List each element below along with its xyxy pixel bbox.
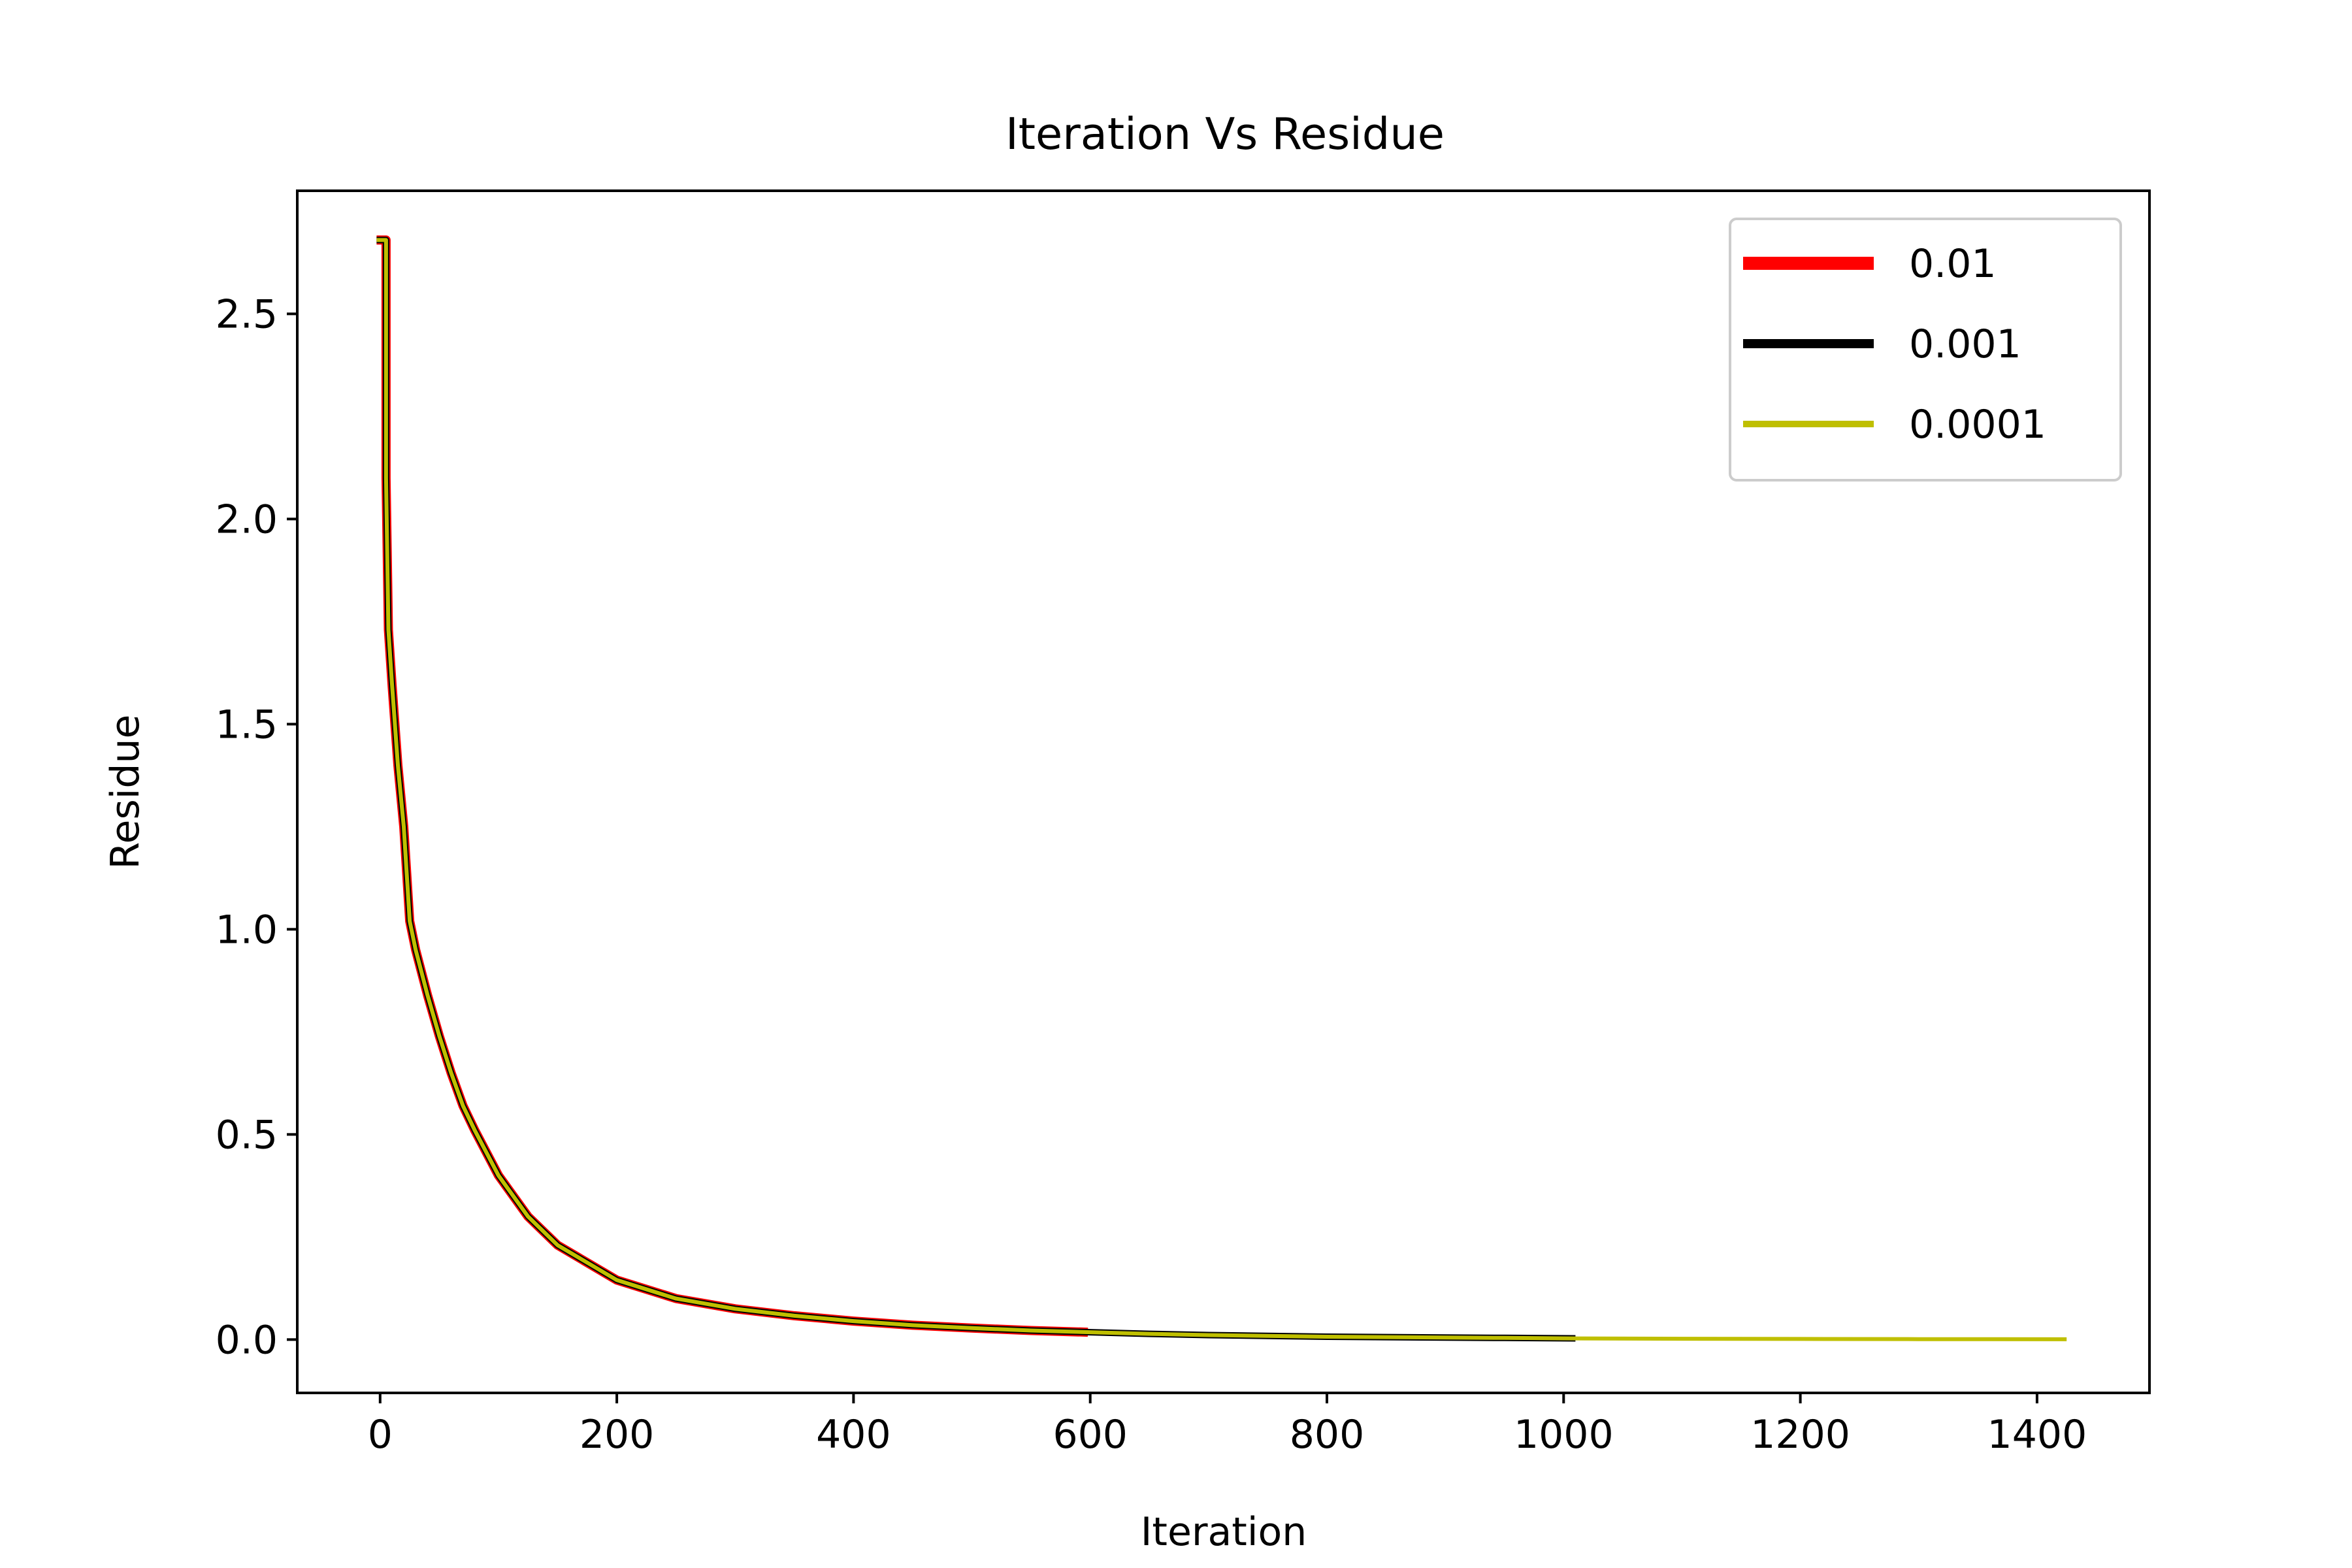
y-axis-label: Residue: [103, 715, 148, 870]
legend-box: [1729, 218, 2122, 482]
y-axis: 0.0 0.5 1.0 1.5 2.0 2.5: [216, 291, 297, 1363]
y-tick-label: 2.0: [216, 497, 278, 542]
x-tick-label: 1200: [1750, 1412, 1850, 1458]
plot-frame: [296, 189, 2151, 1394]
legend-label-0.001: 0.001: [1909, 321, 2021, 367]
x-tick-label: 1000: [1514, 1412, 1614, 1458]
series-line-0.0001: [376, 238, 2067, 1341]
x-tick-label: 0: [368, 1412, 393, 1458]
series-layer: [376, 235, 2067, 1342]
y-tick-label: 1.0: [216, 907, 278, 953]
x-tick-label: 200: [580, 1412, 655, 1458]
legend-label-0.0001: 0.0001: [1909, 402, 2046, 448]
chart-title: Iteration Vs Residue: [1005, 108, 1445, 159]
y-tick-label: 0.0: [216, 1317, 278, 1363]
legend: 0.01 0.001 0.0001: [1729, 218, 2122, 482]
x-tick-label: 400: [816, 1412, 891, 1458]
y-tick-label: 0.5: [216, 1112, 278, 1158]
y-tick-label: 2.5: [216, 291, 278, 337]
x-tick-label: 600: [1053, 1412, 1128, 1458]
legend-label-0.01: 0.01: [1909, 241, 1997, 287]
y-tick-label: 1.5: [216, 702, 278, 747]
x-axis: 0 200 400 600 800 1000 1200 1400: [368, 1393, 2087, 1458]
x-tick-label: 1400: [1987, 1412, 2087, 1458]
x-axis-label: Iteration: [1141, 1509, 1307, 1555]
x-tick-label: 800: [1290, 1412, 1365, 1458]
